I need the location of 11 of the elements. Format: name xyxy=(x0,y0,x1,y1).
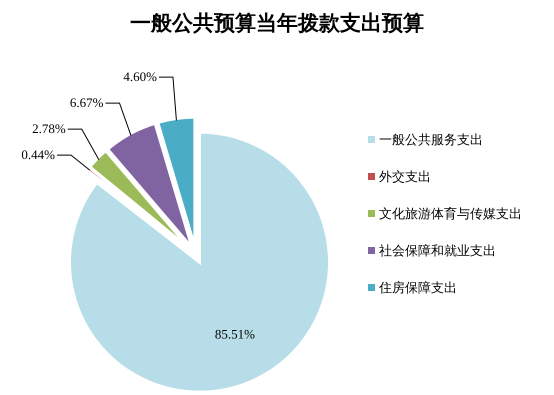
data-label: 85.51% xyxy=(214,326,256,342)
chart-title: 一般公共预算当年拨款支出预算 xyxy=(130,11,424,35)
legend-label: 社会保障和就业支出 xyxy=(379,243,496,258)
data-label: 2.78% xyxy=(32,121,66,136)
legend-label: 文化旅游体育与传媒支出 xyxy=(379,206,522,221)
data-label: 6.67% xyxy=(70,95,104,110)
data-label: 0.44% xyxy=(21,147,56,162)
legend-label: 住房保障支出 xyxy=(378,280,457,295)
data-label: 4.60% xyxy=(123,69,158,84)
legend-label: 一般公共服务支出 xyxy=(379,132,483,147)
legend-label: 外交支出 xyxy=(379,169,431,184)
